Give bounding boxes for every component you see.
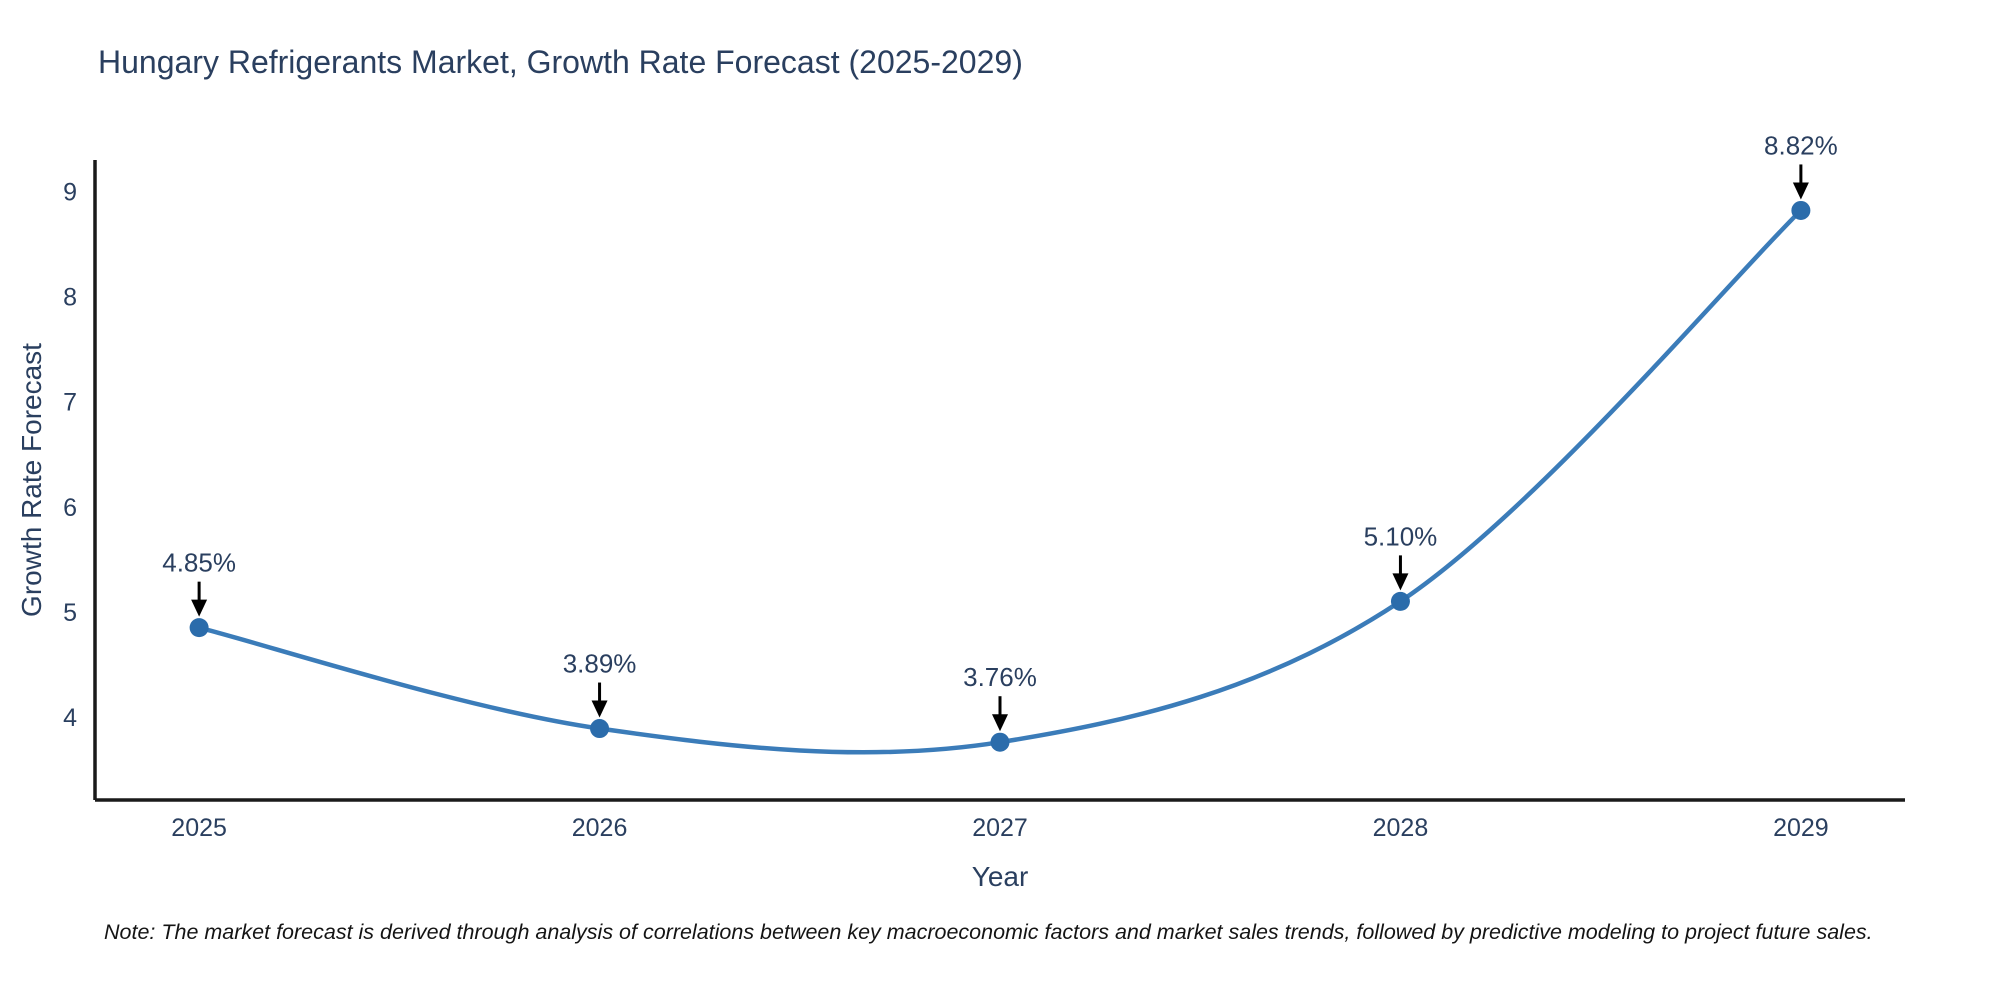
data-point-2025[interactable] (189, 618, 209, 638)
y-tick-label: 9 (63, 179, 77, 207)
point-value-label: 5.10% (1364, 521, 1438, 551)
x-tick-label: 2025 (171, 814, 227, 842)
annotation-arrowhead-icon (1792, 182, 1809, 200)
x-axis-title: Year (971, 861, 1029, 892)
annotation-arrowhead-icon (591, 700, 608, 718)
data-point-2028[interactable] (1390, 591, 1410, 611)
chart-title: Hungary Refrigerants Market, Growth Rate… (98, 44, 1023, 80)
y-tick-label: 5 (63, 599, 77, 627)
point-value-label: 4.85% (162, 548, 236, 578)
y-tick-label: 7 (63, 389, 77, 417)
x-tick-label: 2028 (1373, 814, 1429, 842)
y-tick-label: 4 (63, 704, 77, 732)
y-axis-title: Growth Rate Forecast (16, 343, 47, 617)
x-tick-label: 2026 (572, 814, 628, 842)
footnote: Note: The market forecast is derived thr… (104, 920, 1873, 944)
data-point-2027[interactable] (990, 732, 1010, 752)
annotation-arrowhead-icon (992, 714, 1008, 732)
data-point-2029[interactable] (1791, 200, 1811, 220)
y-tick-label: 8 (63, 284, 77, 312)
annotation-arrowhead-icon (1392, 573, 1409, 591)
x-tick-label: 2027 (972, 814, 1028, 842)
point-value-label: 8.82% (1764, 130, 1838, 160)
growth-rate-line (196, 208, 1804, 755)
point-value-label: 3.89% (563, 649, 637, 679)
x-tick-label: 2029 (1773, 814, 1829, 842)
data-point-2026[interactable] (590, 719, 610, 739)
y-tick-label: 6 (63, 494, 77, 522)
point-value-label: 3.76% (963, 662, 1037, 692)
annotation-arrowhead-icon (191, 599, 208, 617)
